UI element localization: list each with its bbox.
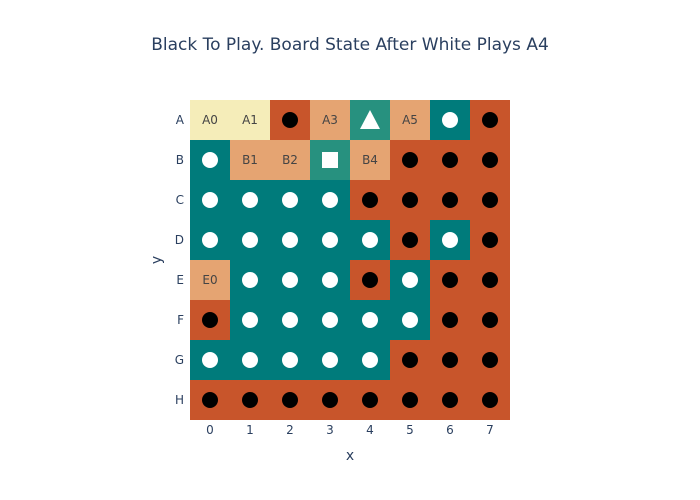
x-tick-label: 3 bbox=[326, 423, 334, 437]
white-stone-d4 bbox=[362, 232, 378, 248]
white-stone-f5 bbox=[402, 312, 418, 328]
cell-label-b4: B4 bbox=[362, 153, 378, 167]
white-stone-c0 bbox=[202, 192, 218, 208]
board-cell-b2 bbox=[270, 140, 310, 180]
white-stone-e2 bbox=[282, 272, 298, 288]
white-stone-d6 bbox=[442, 232, 458, 248]
white-stone-a6 bbox=[442, 112, 458, 128]
black-stone-h3 bbox=[322, 392, 338, 408]
black-stone-h0 bbox=[202, 392, 218, 408]
cell-label-a3: A3 bbox=[322, 113, 338, 127]
board-cell-b1 bbox=[230, 140, 270, 180]
last-move-triangle-marker bbox=[360, 110, 380, 129]
black-stone-c7 bbox=[482, 192, 498, 208]
white-stone-d0 bbox=[202, 232, 218, 248]
black-stone-d5 bbox=[402, 232, 418, 248]
x-tick-label: 7 bbox=[486, 423, 494, 437]
y-tick-label: E bbox=[176, 273, 184, 287]
y-tick-label: A bbox=[176, 113, 185, 127]
y-tick-label: H bbox=[175, 393, 184, 407]
chart-title: Black To Play. Board State After White P… bbox=[151, 35, 549, 55]
y-tick-label: C bbox=[176, 193, 184, 207]
black-stone-b7 bbox=[482, 152, 498, 168]
x-tick-label: 2 bbox=[286, 423, 294, 437]
black-stone-h5 bbox=[402, 392, 418, 408]
white-stone-f4 bbox=[362, 312, 378, 328]
white-stone-b0 bbox=[202, 152, 218, 168]
white-stone-g3 bbox=[322, 352, 338, 368]
y-tick-label: B bbox=[176, 153, 184, 167]
black-stone-a2 bbox=[282, 112, 298, 128]
y-tick-label: D bbox=[175, 233, 184, 247]
white-stone-f3 bbox=[322, 312, 338, 328]
board-cell-a3 bbox=[310, 100, 350, 140]
cell-label-b1: B1 bbox=[242, 153, 258, 167]
y-axis-ticks: A B C D E F G H bbox=[175, 113, 185, 407]
white-stone-f2 bbox=[282, 312, 298, 328]
black-stone-h7 bbox=[482, 392, 498, 408]
board-cell-a0 bbox=[190, 100, 230, 140]
white-stone-c3 bbox=[322, 192, 338, 208]
white-stone-c1 bbox=[242, 192, 258, 208]
board-cell-e0 bbox=[190, 260, 230, 300]
black-stone-h2 bbox=[282, 392, 298, 408]
black-stone-e7 bbox=[482, 272, 498, 288]
square-marker bbox=[322, 152, 338, 168]
x-tick-label: 6 bbox=[446, 423, 454, 437]
black-stone-g7 bbox=[482, 352, 498, 368]
white-stone-c2 bbox=[282, 192, 298, 208]
black-stone-b5 bbox=[402, 152, 418, 168]
y-tick-label: F bbox=[177, 313, 184, 327]
black-stone-a7 bbox=[482, 112, 498, 128]
board-cell-a1 bbox=[230, 100, 270, 140]
black-stone-g5 bbox=[402, 352, 418, 368]
cell-label-a5: A5 bbox=[402, 113, 418, 127]
white-stone-g0 bbox=[202, 352, 218, 368]
cell-label-e0: E0 bbox=[202, 273, 217, 287]
black-stone-c6 bbox=[442, 192, 458, 208]
x-tick-label: 4 bbox=[366, 423, 374, 437]
x-tick-label: 5 bbox=[406, 423, 414, 437]
x-axis-title: x bbox=[346, 448, 354, 464]
black-stone-g6 bbox=[442, 352, 458, 368]
black-stone-e6 bbox=[442, 272, 458, 288]
white-stone-e5 bbox=[402, 272, 418, 288]
x-tick-label: 1 bbox=[246, 423, 254, 437]
black-stone-h1 bbox=[242, 392, 258, 408]
black-stone-c5 bbox=[402, 192, 418, 208]
white-stone-g4 bbox=[362, 352, 378, 368]
black-stone-f0 bbox=[202, 312, 218, 328]
board-grid: A0 A1 A3 A5 B1 B2 B4 E0 bbox=[190, 100, 510, 420]
black-stone-f6 bbox=[442, 312, 458, 328]
x-axis-ticks: 0 1 2 3 4 5 6 7 bbox=[206, 423, 494, 437]
white-stone-g2 bbox=[282, 352, 298, 368]
black-stone-f7 bbox=[482, 312, 498, 328]
white-stone-d1 bbox=[242, 232, 258, 248]
y-tick-label: G bbox=[175, 353, 184, 367]
white-stone-f1 bbox=[242, 312, 258, 328]
board-cell-a5 bbox=[390, 100, 430, 140]
black-stone-h6 bbox=[442, 392, 458, 408]
black-stone-b6 bbox=[442, 152, 458, 168]
y-axis-title: y bbox=[149, 256, 165, 264]
white-stone-g1 bbox=[242, 352, 258, 368]
white-stone-e1 bbox=[242, 272, 258, 288]
white-stone-d3 bbox=[322, 232, 338, 248]
black-stone-c4 bbox=[362, 192, 378, 208]
cell-label-a0: A0 bbox=[202, 113, 218, 127]
cell-label-b2: B2 bbox=[282, 153, 298, 167]
black-stone-h4 bbox=[362, 392, 378, 408]
black-stone-e4 bbox=[362, 272, 378, 288]
white-stone-d2 bbox=[282, 232, 298, 248]
board-cell-b4 bbox=[350, 140, 390, 180]
cell-label-a1: A1 bbox=[242, 113, 258, 127]
x-tick-label: 0 bbox=[206, 423, 214, 437]
black-stone-d7 bbox=[482, 232, 498, 248]
white-stone-e3 bbox=[322, 272, 338, 288]
